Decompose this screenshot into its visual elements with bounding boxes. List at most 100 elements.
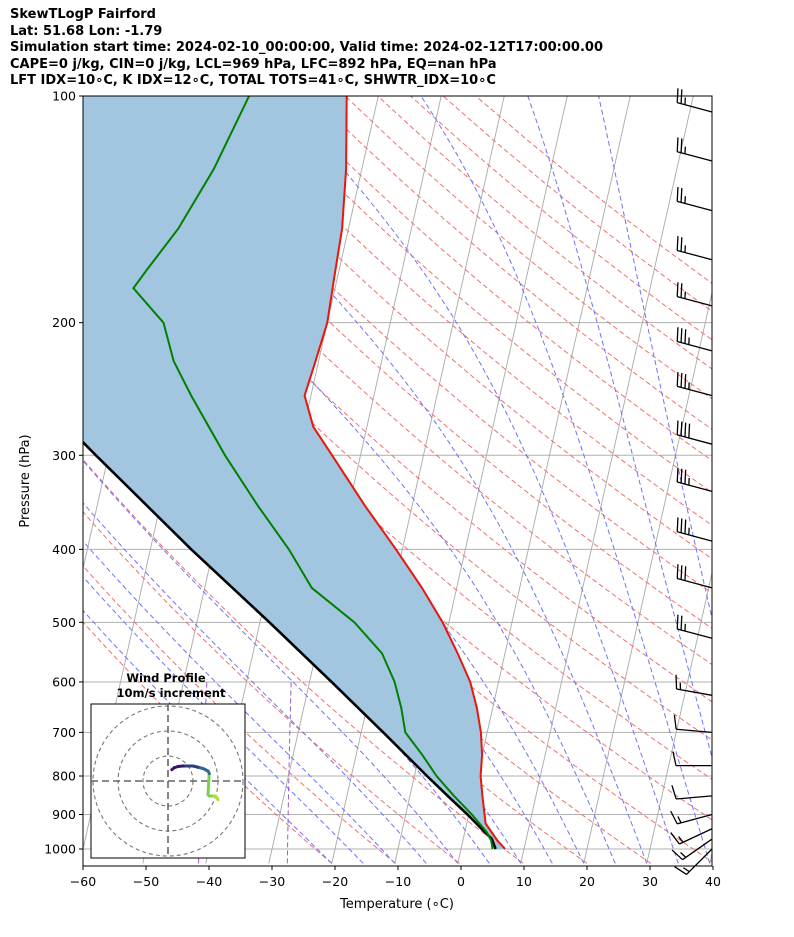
- x-tick-label: −30: [259, 874, 285, 889]
- wind-barb: [676, 282, 713, 307]
- barb-flag: [680, 283, 683, 298]
- temperature-profile-line: [303, 96, 506, 850]
- moist-adiabat: [83, 502, 427, 864]
- wind-barb: [676, 236, 713, 261]
- moist-adiabat: [598, 96, 712, 620]
- barb-flag: [676, 517, 679, 532]
- barb-flag: [676, 137, 679, 152]
- barb-shaft: [677, 151, 713, 162]
- barb-flag: [676, 420, 679, 435]
- location-line: Lat: 51.68 Lon: -1.79: [10, 23, 163, 39]
- barb-flag: [684, 519, 687, 534]
- barb-shaft: [677, 102, 713, 113]
- wind-barbs: [670, 88, 713, 876]
- x-tick-label: 30: [642, 874, 658, 889]
- barb-shaft: [676, 795, 713, 800]
- dry-adiabat: [83, 458, 524, 864]
- barb-flag: [688, 423, 691, 439]
- wind-barb: [670, 828, 713, 845]
- barb-shaft: [682, 838, 713, 861]
- hodograph-segment: [170, 766, 176, 772]
- barb-shaft: [677, 385, 713, 397]
- wind-barb: [674, 848, 713, 876]
- barb-flag: [680, 615, 683, 631]
- barb-flag: [676, 282, 679, 297]
- dry-adiabat: [442, 96, 712, 312]
- barb-flag: [680, 138, 683, 153]
- cape-fill: [83, 96, 506, 849]
- chart-title: SkewTLogP Fairford: [10, 7, 156, 22]
- y-tick-label: 500: [52, 615, 76, 630]
- barb-flag: [684, 374, 687, 389]
- barb-shaft: [677, 577, 713, 589]
- barb-flag: [676, 236, 679, 251]
- barb-flag: [676, 564, 679, 579]
- y-tick-label: 700: [52, 725, 76, 740]
- cape-area: [83, 96, 506, 849]
- isotherm: [331, 96, 505, 864]
- barb-flag: [673, 714, 677, 730]
- barb-shaft: [677, 813, 713, 825]
- isotherm: [268, 96, 442, 864]
- barb-flag: [684, 566, 687, 581]
- mixing-ratio-line: [286, 679, 292, 864]
- barb-flag: [670, 810, 678, 825]
- x-tick-label: 10: [516, 874, 532, 889]
- dewpoint-profile-line: [132, 96, 494, 850]
- barb-shaft: [677, 481, 713, 492]
- wind-barb: [676, 614, 713, 639]
- moist-adiabat: [420, 96, 711, 864]
- moist-adiabat: [278, 96, 679, 864]
- barb-half-flag: [683, 867, 690, 873]
- moist-adiabat: [527, 96, 712, 760]
- wind-barb: [676, 467, 713, 492]
- y-tick-label: 1000: [44, 842, 76, 857]
- y-tick-label: 200: [52, 315, 76, 330]
- moist-adiabat: [83, 540, 396, 864]
- barb-shaft: [677, 295, 713, 307]
- moist-adiabat: [83, 459, 459, 864]
- hodograph-inset: Wind Profile 10m/s increment: [90, 671, 246, 859]
- moist-adiabat: [154, 96, 648, 864]
- barb-shaft: [676, 688, 713, 696]
- dry-adiabat: [149, 96, 712, 594]
- barb-shaft: [686, 848, 713, 875]
- wind-barb: [676, 371, 713, 397]
- y-tick-label: 100: [52, 89, 76, 104]
- barb-shaft: [677, 628, 713, 639]
- dry-adiabat: [83, 565, 396, 864]
- barb-flag: [676, 467, 679, 483]
- barb-shaft: [677, 249, 713, 261]
- chart-header: SkewTLogP Fairford Lat: 51.68 Lon: -1.79…: [10, 7, 603, 90]
- barb-shaft: [676, 728, 713, 734]
- isotherm: [646, 571, 712, 864]
- isotherm: [583, 290, 712, 864]
- moist-adiabat: [83, 576, 364, 864]
- y-tick-label: 400: [52, 542, 76, 557]
- x-tick-label: −50: [133, 874, 159, 889]
- isotherm: [773, 79, 794, 863]
- hodograph-plot: [91, 704, 245, 858]
- y-tick-label: 300: [52, 448, 76, 463]
- barb-flag: [680, 237, 683, 252]
- x-tick-label: −10: [385, 874, 411, 889]
- x-tick-label: 40: [705, 874, 721, 889]
- y-tick-label: 800: [52, 769, 76, 784]
- barb-flag: [680, 565, 683, 580]
- hodograph-title: Wind Profile: [126, 671, 206, 685]
- barb-shaft: [679, 828, 713, 845]
- barb-shaft: [677, 434, 713, 445]
- dry-adiabat: [312, 96, 712, 430]
- wind-barb: [671, 838, 713, 861]
- indices-line-1: CAPE=0 j/kg, CIN=0 j/kg, LCL=969 hPa, LF…: [10, 56, 497, 72]
- barb-flag: [676, 371, 679, 387]
- barb-flag: [676, 327, 679, 342]
- x-tick-label: 20: [579, 874, 595, 889]
- barb-flag: [680, 89, 683, 104]
- wind-barb: [676, 137, 713, 162]
- barb-flag: [670, 832, 680, 845]
- wind-barb: [673, 714, 713, 734]
- y-tick-label: 900: [52, 807, 76, 822]
- isotherm: [709, 851, 712, 864]
